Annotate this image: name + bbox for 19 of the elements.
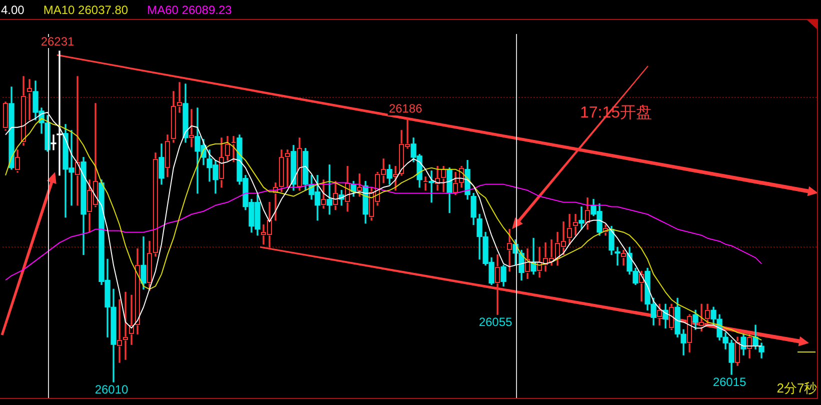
candlestick (26, 79, 32, 120)
candlestick (74, 76, 80, 206)
candlestick (188, 109, 194, 148)
annotation: 26055 (478, 314, 513, 329)
candlestick (614, 246, 620, 266)
candlestick (50, 134, 56, 150)
annotation: 2分7秒 (776, 380, 818, 396)
candlestick (428, 170, 434, 203)
text: 4.00 (1, 3, 24, 17)
candlestick (506, 228, 512, 272)
candlestick (326, 164, 332, 215)
text: MA60 26089.23 (147, 3, 232, 17)
text: MA10 26037.80 (43, 3, 128, 17)
annotation: 26010 (94, 382, 129, 396)
annotation: 26231 (40, 34, 75, 48)
annotation: 26015 (712, 374, 747, 389)
candlestick (572, 214, 578, 236)
annotation: 26186 (388, 102, 423, 116)
candlestick (578, 206, 584, 230)
